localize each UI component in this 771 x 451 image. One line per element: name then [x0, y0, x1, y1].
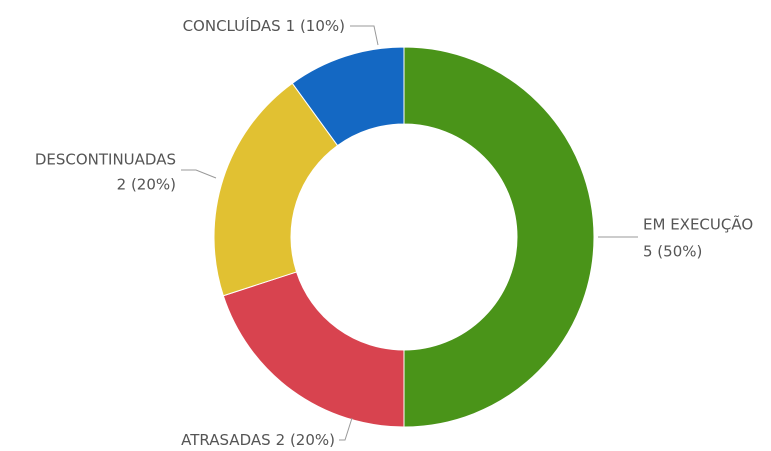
leader-line [350, 25, 379, 46]
category-label: CONCLUÍDAS [183, 16, 281, 35]
value-label: 2 (20%) [117, 176, 176, 194]
donut-slice [403, 46, 595, 428]
category-label: ATRASADAS [181, 431, 270, 449]
value-label: 5 (50%) [643, 243, 702, 261]
category-label: EM EXECUÇÃO [643, 215, 753, 234]
data-label: CONCLUÍDAS 1 (10%) [183, 16, 345, 35]
donut-slice [291, 46, 405, 147]
leader-line [181, 169, 217, 179]
leader-line [339, 417, 353, 441]
data-label: ATRASADAS 2 (20%) [181, 431, 335, 449]
donut-slice [222, 271, 405, 428]
value-label: 1 (10%) [286, 17, 345, 35]
category-label: DESCONTINUADAS [35, 151, 176, 169]
value-label: 2 (20%) [276, 431, 335, 449]
